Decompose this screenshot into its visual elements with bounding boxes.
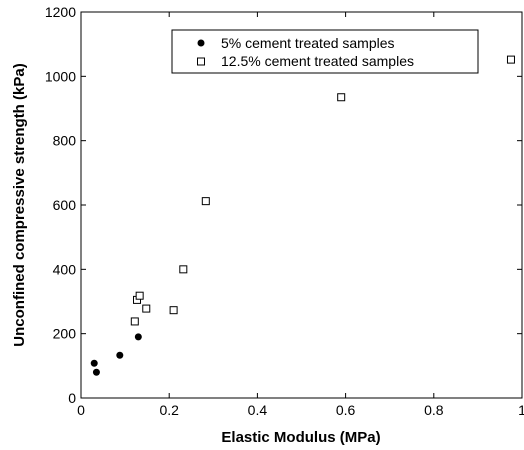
x-tick-label: 0 [77, 402, 85, 418]
point-5pct-cement [92, 368, 100, 376]
point-12-5pct-cement [130, 317, 139, 326]
y-tick-label: 1200 [45, 4, 76, 20]
point-12-5pct-cement [169, 306, 178, 315]
legend-marker-12-5pct [197, 57, 205, 66]
x-axis-title: Elastic Modulus (MPa) [221, 429, 380, 446]
y-tick-label: 800 [53, 133, 77, 149]
point-5pct-cement [116, 351, 124, 359]
y-tick-label: 200 [53, 326, 77, 342]
data-points [90, 55, 515, 376]
legend-marker-5pct [197, 39, 205, 47]
y-tick-label: 600 [53, 197, 77, 213]
x-tick-label: 0.2 [159, 402, 179, 418]
plot-area [80, 11, 523, 399]
x-tick-label: 0.4 [248, 402, 268, 418]
legend-box [171, 29, 479, 74]
y-tick-label: 400 [53, 261, 77, 277]
point-5pct-cement [134, 333, 142, 341]
x-tick-label: 0.6 [336, 402, 356, 418]
y-axis-title: Unconfined compressive strength (kPa) [11, 63, 28, 346]
y-tick-labels: 0 200 400 600 800 1000 1200 [45, 4, 76, 406]
point-12-5pct-cement [135, 291, 144, 300]
legend-label-12-5pct: 12.5% cement treated samples [221, 53, 414, 69]
point-12-5pct-cement [179, 265, 188, 274]
x-tick-labels: 0 0.2 0.4 0.6 0.8 1 [77, 402, 524, 418]
point-12-5pct-cement [201, 197, 210, 206]
point-12-5pct-cement [142, 304, 151, 313]
legend-label-5pct: 5% cement treated samples [221, 35, 395, 51]
point-5pct-cement [90, 359, 98, 367]
y-tick-label: 1000 [45, 68, 76, 84]
point-12-5pct-cement [506, 55, 515, 64]
y-tick-label: 0 [68, 390, 76, 406]
axis-ticks [80, 11, 523, 399]
legend: 5% cement treated samples 12.5% cement t… [171, 29, 479, 74]
point-12-5pct-cement [337, 93, 346, 102]
x-tick-label: 0.8 [424, 402, 444, 418]
x-tick-label: 1 [518, 402, 524, 418]
